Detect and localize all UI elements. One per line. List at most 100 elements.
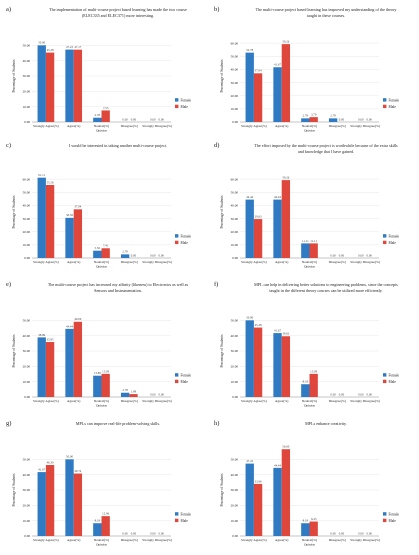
y-tick-label: 20.00 (23, 365, 31, 369)
y-tick-label: 10.00 (231, 519, 239, 523)
bar-female (120, 392, 130, 397)
y-tick-label: 0.00 (24, 534, 30, 538)
data-label: 0.00 (339, 253, 345, 257)
legend-entry: Female (389, 98, 400, 102)
data-label: 3.70 (311, 113, 317, 117)
x-tick-label: Agree(%) (275, 260, 288, 264)
panel-label: e) (6, 281, 11, 288)
y-axis-label: Percentage of Students (12, 334, 16, 368)
data-label: 5.56 (95, 246, 101, 250)
y-tick-label: 30.00 (231, 349, 239, 353)
y-tick-label: 0.00 (232, 256, 238, 260)
chart-title: MPL can help in delivering better soluti… (254, 282, 398, 288)
x-tick-label: Strongly Disagree(%) (350, 124, 380, 128)
y-tick-label: 10.00 (231, 380, 239, 384)
legend-swatch (175, 98, 179, 102)
x-tick-label: Opinion (96, 264, 107, 268)
y-tick-label: 20.00 (231, 230, 239, 234)
data-label: 8.33 (303, 519, 309, 523)
y-tick-label: 40.00 (23, 473, 31, 477)
data-label: 47.22 (246, 459, 253, 463)
x-tick-label: Strongly Agree(%) (33, 538, 59, 542)
y-tick-label: 50.00 (23, 190, 31, 194)
data-label: 0.00 (358, 392, 364, 396)
data-label: 41.67 (274, 63, 281, 67)
bar-male (309, 117, 318, 122)
data-label: 35.85 (47, 337, 54, 341)
x-tick-label: Opinion (304, 542, 315, 546)
data-label: 0.00 (358, 117, 364, 121)
bar-female (93, 250, 102, 258)
data-label: 46.30 (47, 460, 54, 464)
bar-male (309, 243, 318, 258)
data-label: 50.00 (38, 41, 45, 45)
x-tick-label: Strongly Agree(%) (241, 124, 267, 128)
bar-male (101, 373, 110, 397)
data-label: 0.00 (159, 531, 165, 535)
y-tick-label: 10.00 (23, 105, 31, 109)
data-label: 41.67 (38, 468, 45, 472)
bar-female (93, 375, 102, 397)
x-tick-label: Disagree(%) (121, 260, 138, 264)
bar-female (273, 199, 282, 258)
bar-male (281, 44, 291, 122)
legend-entry: Female (181, 512, 192, 516)
data-label: 11.11 (310, 239, 317, 243)
y-tick-label: 50.00 (231, 190, 239, 194)
x-tick-label: Strongly Agree(%) (33, 124, 59, 128)
chart-panel: f) MPL can help in delivering better solu… (214, 281, 399, 407)
data-label: 9.43 (311, 517, 317, 521)
y-tick-label: 10.00 (23, 519, 31, 523)
bar-female (245, 52, 254, 122)
legend-swatch (383, 234, 387, 238)
chart-title: The implementation of multi-course proje… (49, 7, 187, 12)
data-label: 7.55 (103, 106, 109, 110)
data-label: 0.00 (330, 531, 336, 535)
y-tick-label: 30.00 (23, 488, 31, 492)
x-tick-label: Strongly Agree(%) (33, 399, 59, 403)
bar-male (253, 73, 263, 122)
data-label: 45.28 (255, 323, 262, 327)
bar-male (253, 219, 263, 258)
data-label: 33.96 (255, 479, 262, 483)
y-tick-label: 40.00 (23, 204, 31, 208)
legend-entry: Male (389, 105, 397, 109)
legend-entry: Female (389, 234, 400, 238)
x-tick-label: Disagree(%) (121, 124, 138, 128)
x-tick-label: Agree(%) (275, 124, 288, 128)
y-tick-label: 50.00 (231, 54, 239, 58)
legend-swatch (383, 518, 387, 523)
panel-label: d) (214, 142, 219, 149)
data-label: 2.78 (122, 250, 128, 254)
x-tick-label: Neutral(%) (94, 538, 109, 542)
chart-panel: h) MPLs enhance creativity. Percentage of … (214, 420, 399, 546)
data-label: 0.00 (131, 531, 137, 535)
data-label: 39.62 (282, 332, 289, 336)
x-tick-label: Opinion (304, 128, 315, 132)
legend-swatch (175, 234, 179, 238)
x-tick-label: Neutral(%) (302, 538, 317, 542)
x-tick-label: Strongly Disagree(%) (142, 538, 172, 542)
chart-title: MPLs can improve real-life problem-solvi… (76, 421, 160, 426)
legend-swatch (175, 518, 179, 523)
x-tick-label: Neutral(%) (302, 124, 317, 128)
data-label: 30.56 (66, 213, 73, 217)
data-label: 61.11 (38, 173, 45, 177)
bar-female (273, 467, 282, 536)
data-label: 29.63 (255, 214, 262, 218)
panel-label: g) (6, 420, 11, 427)
data-label: 15.09 (310, 369, 317, 373)
bar-male (281, 336, 291, 397)
data-label: 12.96 (102, 512, 109, 516)
y-axis-label: Percentage of Students (220, 334, 224, 368)
legend-swatch (175, 240, 179, 245)
data-label: 0.00 (367, 392, 373, 396)
bar-female (37, 177, 46, 258)
chart-panel: d) The effort imposed by the multi-course… (214, 142, 399, 268)
data-label: 0.00 (150, 531, 156, 535)
y-tick-label: 20.00 (23, 504, 31, 508)
data-label: 0.00 (131, 253, 137, 257)
data-label: 49.06 (74, 317, 81, 321)
x-tick-label: Agree(%) (67, 399, 80, 403)
legend-swatch (383, 104, 387, 109)
